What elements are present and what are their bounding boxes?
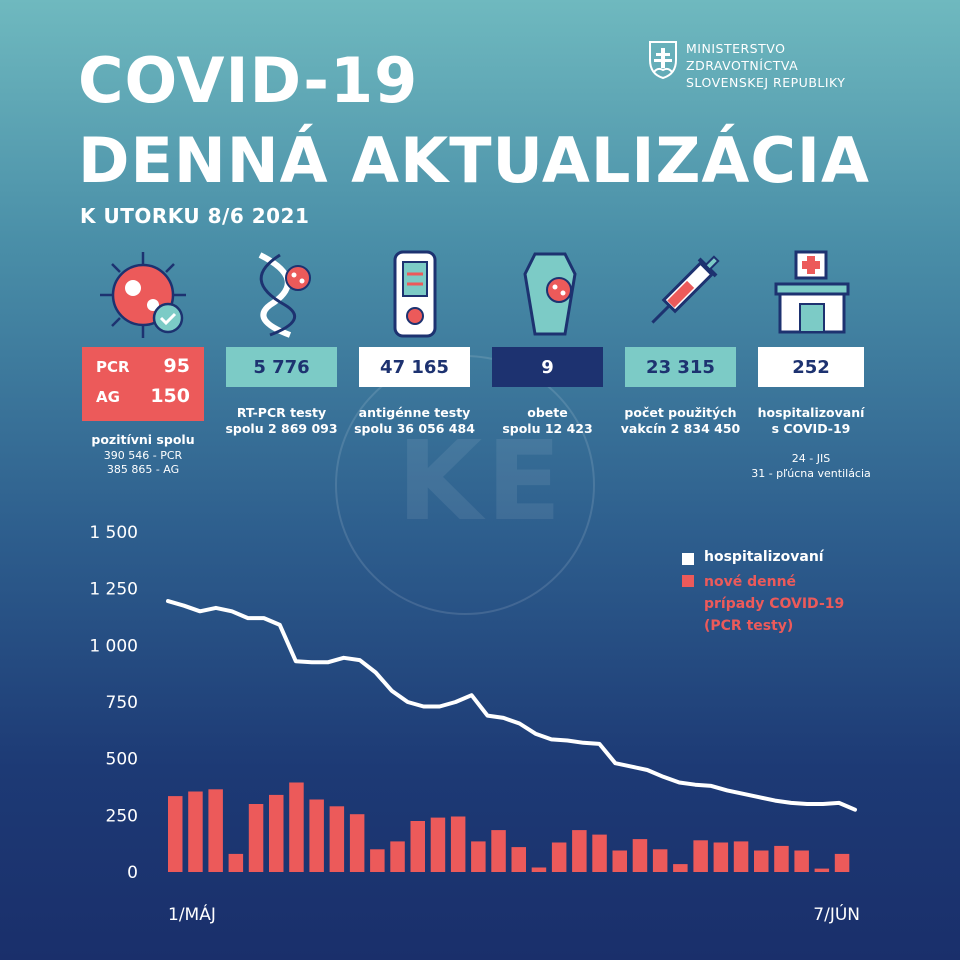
vaccine-caption-1: počet použitých: [624, 405, 737, 420]
bar: [794, 850, 809, 872]
deaths-caption-1: obete: [527, 405, 568, 420]
hospitalized-value: 252: [758, 347, 864, 387]
legend-line-item: hospitalizovaní: [682, 549, 844, 565]
bar: [551, 842, 567, 872]
ministry-line-1: MINISTERSTVO: [686, 41, 786, 56]
legend-bar-label-3: (PCR testy): [704, 618, 794, 634]
bar: [248, 804, 264, 872]
vaccine-value: 23 315: [625, 347, 736, 387]
bar: [531, 867, 547, 872]
bar: [693, 840, 708, 872]
x-end-label: 7/JÚN: [813, 903, 860, 925]
date-subtitle: K UTORKU 8/6 2021: [80, 204, 310, 228]
hospitalized-jis: 24 - JIS: [791, 452, 831, 465]
bar: [289, 782, 304, 872]
bar: [471, 841, 486, 872]
y-tick-label: 750: [106, 693, 138, 713]
ag-label: AG: [96, 388, 120, 406]
antigen-value: 47 165: [359, 347, 470, 387]
watermark: KE: [335, 355, 595, 615]
bar: [673, 864, 688, 872]
vaccine-caption-2: vakcín 2 834 450: [620, 421, 741, 436]
deaths-value: 9: [492, 347, 603, 387]
positive-pcr-total: 390 546 - PCR: [103, 449, 183, 462]
syringe-icon: [651, 255, 720, 324]
bar: [652, 849, 668, 872]
bar: [390, 841, 405, 872]
rtpcr-caption-2: spolu 2 869 093: [225, 421, 338, 436]
bar: [269, 794, 284, 872]
bar: [572, 830, 587, 872]
legend-bar-swatch: [682, 575, 694, 587]
bar: [208, 789, 223, 872]
bar: [511, 847, 526, 872]
bar: [228, 853, 244, 872]
y-tick-label: 500: [106, 750, 138, 770]
bar: [592, 834, 607, 872]
y-tick-label: 250: [106, 806, 138, 826]
bar: [410, 821, 425, 872]
bar: [612, 850, 627, 872]
dna-icon: [258, 252, 311, 338]
y-tick-label: 1 500: [89, 523, 138, 543]
positive-ag-total: 385 865 - AG: [106, 463, 180, 476]
x-start-label: 1/MÁJ: [168, 903, 216, 925]
slovak-crest-icon: [649, 41, 677, 80]
bar: [450, 816, 466, 872]
legend-bar-label-1: nové denné: [704, 574, 797, 590]
legend-bar-label-2: prípady COVID-19: [704, 596, 845, 612]
hospitalized-line: [166, 599, 857, 812]
antigen-test-icon: [393, 250, 437, 338]
bar: [491, 830, 506, 872]
legend-bar-item: nové denné prípady COVID-19 (PCR testy): [682, 571, 844, 637]
bar: [349, 814, 365, 872]
bar: [188, 791, 203, 872]
bar: [309, 799, 324, 872]
pcr-value: 95: [163, 355, 190, 377]
bar: [430, 817, 446, 872]
y-tick-label: 0: [127, 863, 138, 883]
rtpcr-value: 5 776: [226, 347, 337, 387]
bar: [370, 849, 385, 872]
coffin-icon: [523, 252, 577, 336]
bar: [814, 868, 830, 872]
bar: [754, 850, 769, 872]
pcr-label: PCR: [96, 358, 130, 376]
hospitalized-caption-1: hospitalizovaní: [757, 405, 865, 420]
y-tick-label: 1 000: [89, 636, 138, 656]
positive-cases-box: PCR 95 AG 150: [82, 347, 204, 421]
bar: [733, 841, 749, 872]
bar: [774, 845, 789, 872]
hospitalized-caption-2: s COVID-19: [771, 421, 851, 436]
legend-line-label: hospitalizovaní: [704, 549, 824, 565]
title-line-2: DENNÁ AKTUALIZÁCIA: [78, 124, 870, 197]
bar: [713, 842, 729, 872]
bar: [168, 796, 183, 872]
bar: [329, 806, 345, 872]
hospitalized-ventilation: 31 - pľúcna ventilácia: [751, 467, 871, 480]
virus-check-icon: [100, 252, 186, 338]
hospital-icon: [774, 250, 850, 334]
antigen-caption-1: antigénne testy: [358, 405, 471, 420]
y-tick-label: 1 250: [89, 580, 138, 600]
rtpcr-caption-1: RT-PCR testy: [236, 405, 327, 420]
title-line-1: COVID-19: [78, 44, 419, 117]
bar: [632, 839, 648, 872]
antigen-caption-2: spolu 36 056 484: [354, 421, 475, 436]
legend-line-swatch: [682, 553, 694, 565]
cases-hospitalized-chart: 1 500 1 250 1 000 750 500 250 0 1/MÁJ 7/JÚN: [89, 523, 860, 925]
ministry-logo: MINISTERSTVO ZDRAVOTNÍCTVA SLOVENSKEJ RE…: [648, 40, 845, 91]
bar: [834, 853, 850, 872]
positive-caption: pozitívni spolu: [91, 432, 195, 447]
ministry-line-2: ZDRAVOTNÍCTVA: [686, 58, 799, 73]
ministry-line-3: SLOVENSKEJ REPUBLIKY: [686, 75, 846, 90]
deaths-caption-2: spolu 12 423: [502, 421, 593, 436]
chart-legend: hospitalizovaní nové denné prípady COVID…: [682, 549, 844, 637]
ag-value: 150: [150, 385, 190, 407]
